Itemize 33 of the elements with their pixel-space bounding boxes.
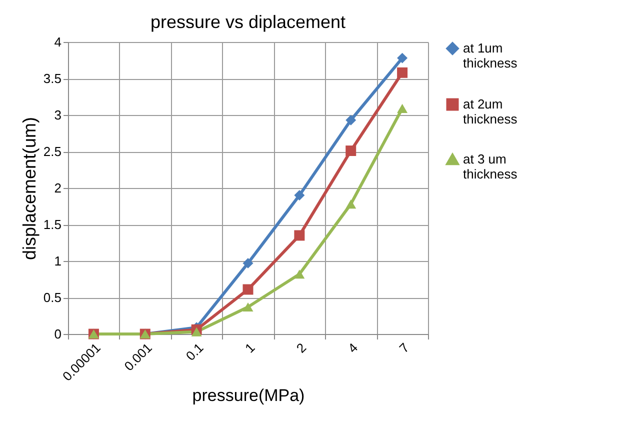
y-tick-label: 4 (54, 34, 62, 50)
y-tick-label: 1 (54, 254, 62, 268)
y-tick-label: 3 (54, 108, 62, 122)
legend-label: at 1um thickness (463, 40, 518, 70)
point (397, 104, 408, 113)
point (242, 284, 254, 295)
point (346, 200, 356, 209)
y-tick-label: 0 (54, 326, 62, 342)
y-tick-label: 1.5 (43, 217, 62, 232)
legend-label: at 3 um thickness (463, 152, 518, 182)
chart-title: pressure vs diplacement (150, 12, 346, 32)
x-tick-label: 2 (293, 340, 310, 356)
y-axis-title: displacement(um) (19, 116, 40, 260)
point (191, 327, 202, 336)
x-axis-title: pressure(MPa) (192, 386, 305, 405)
point (294, 230, 305, 241)
point (346, 146, 356, 156)
y-tick-label: 0.5 (43, 290, 62, 305)
y-tick-label: 2.5 (43, 144, 62, 159)
point (294, 190, 305, 201)
x-tick-label: 4 (344, 340, 361, 356)
x-tick-label: 7 (396, 340, 412, 356)
point (397, 67, 408, 78)
point (242, 258, 254, 268)
point (242, 302, 254, 312)
point (346, 114, 356, 126)
y-tick-label: 3.5 (43, 71, 62, 86)
point (397, 52, 408, 64)
point (294, 270, 305, 279)
x-tick-label: 1 (242, 340, 258, 356)
legend-label: at 2um thickness (463, 96, 518, 126)
y-tick-label: 2 (54, 180, 62, 196)
x-tick-label: 0.1 (182, 340, 206, 364)
